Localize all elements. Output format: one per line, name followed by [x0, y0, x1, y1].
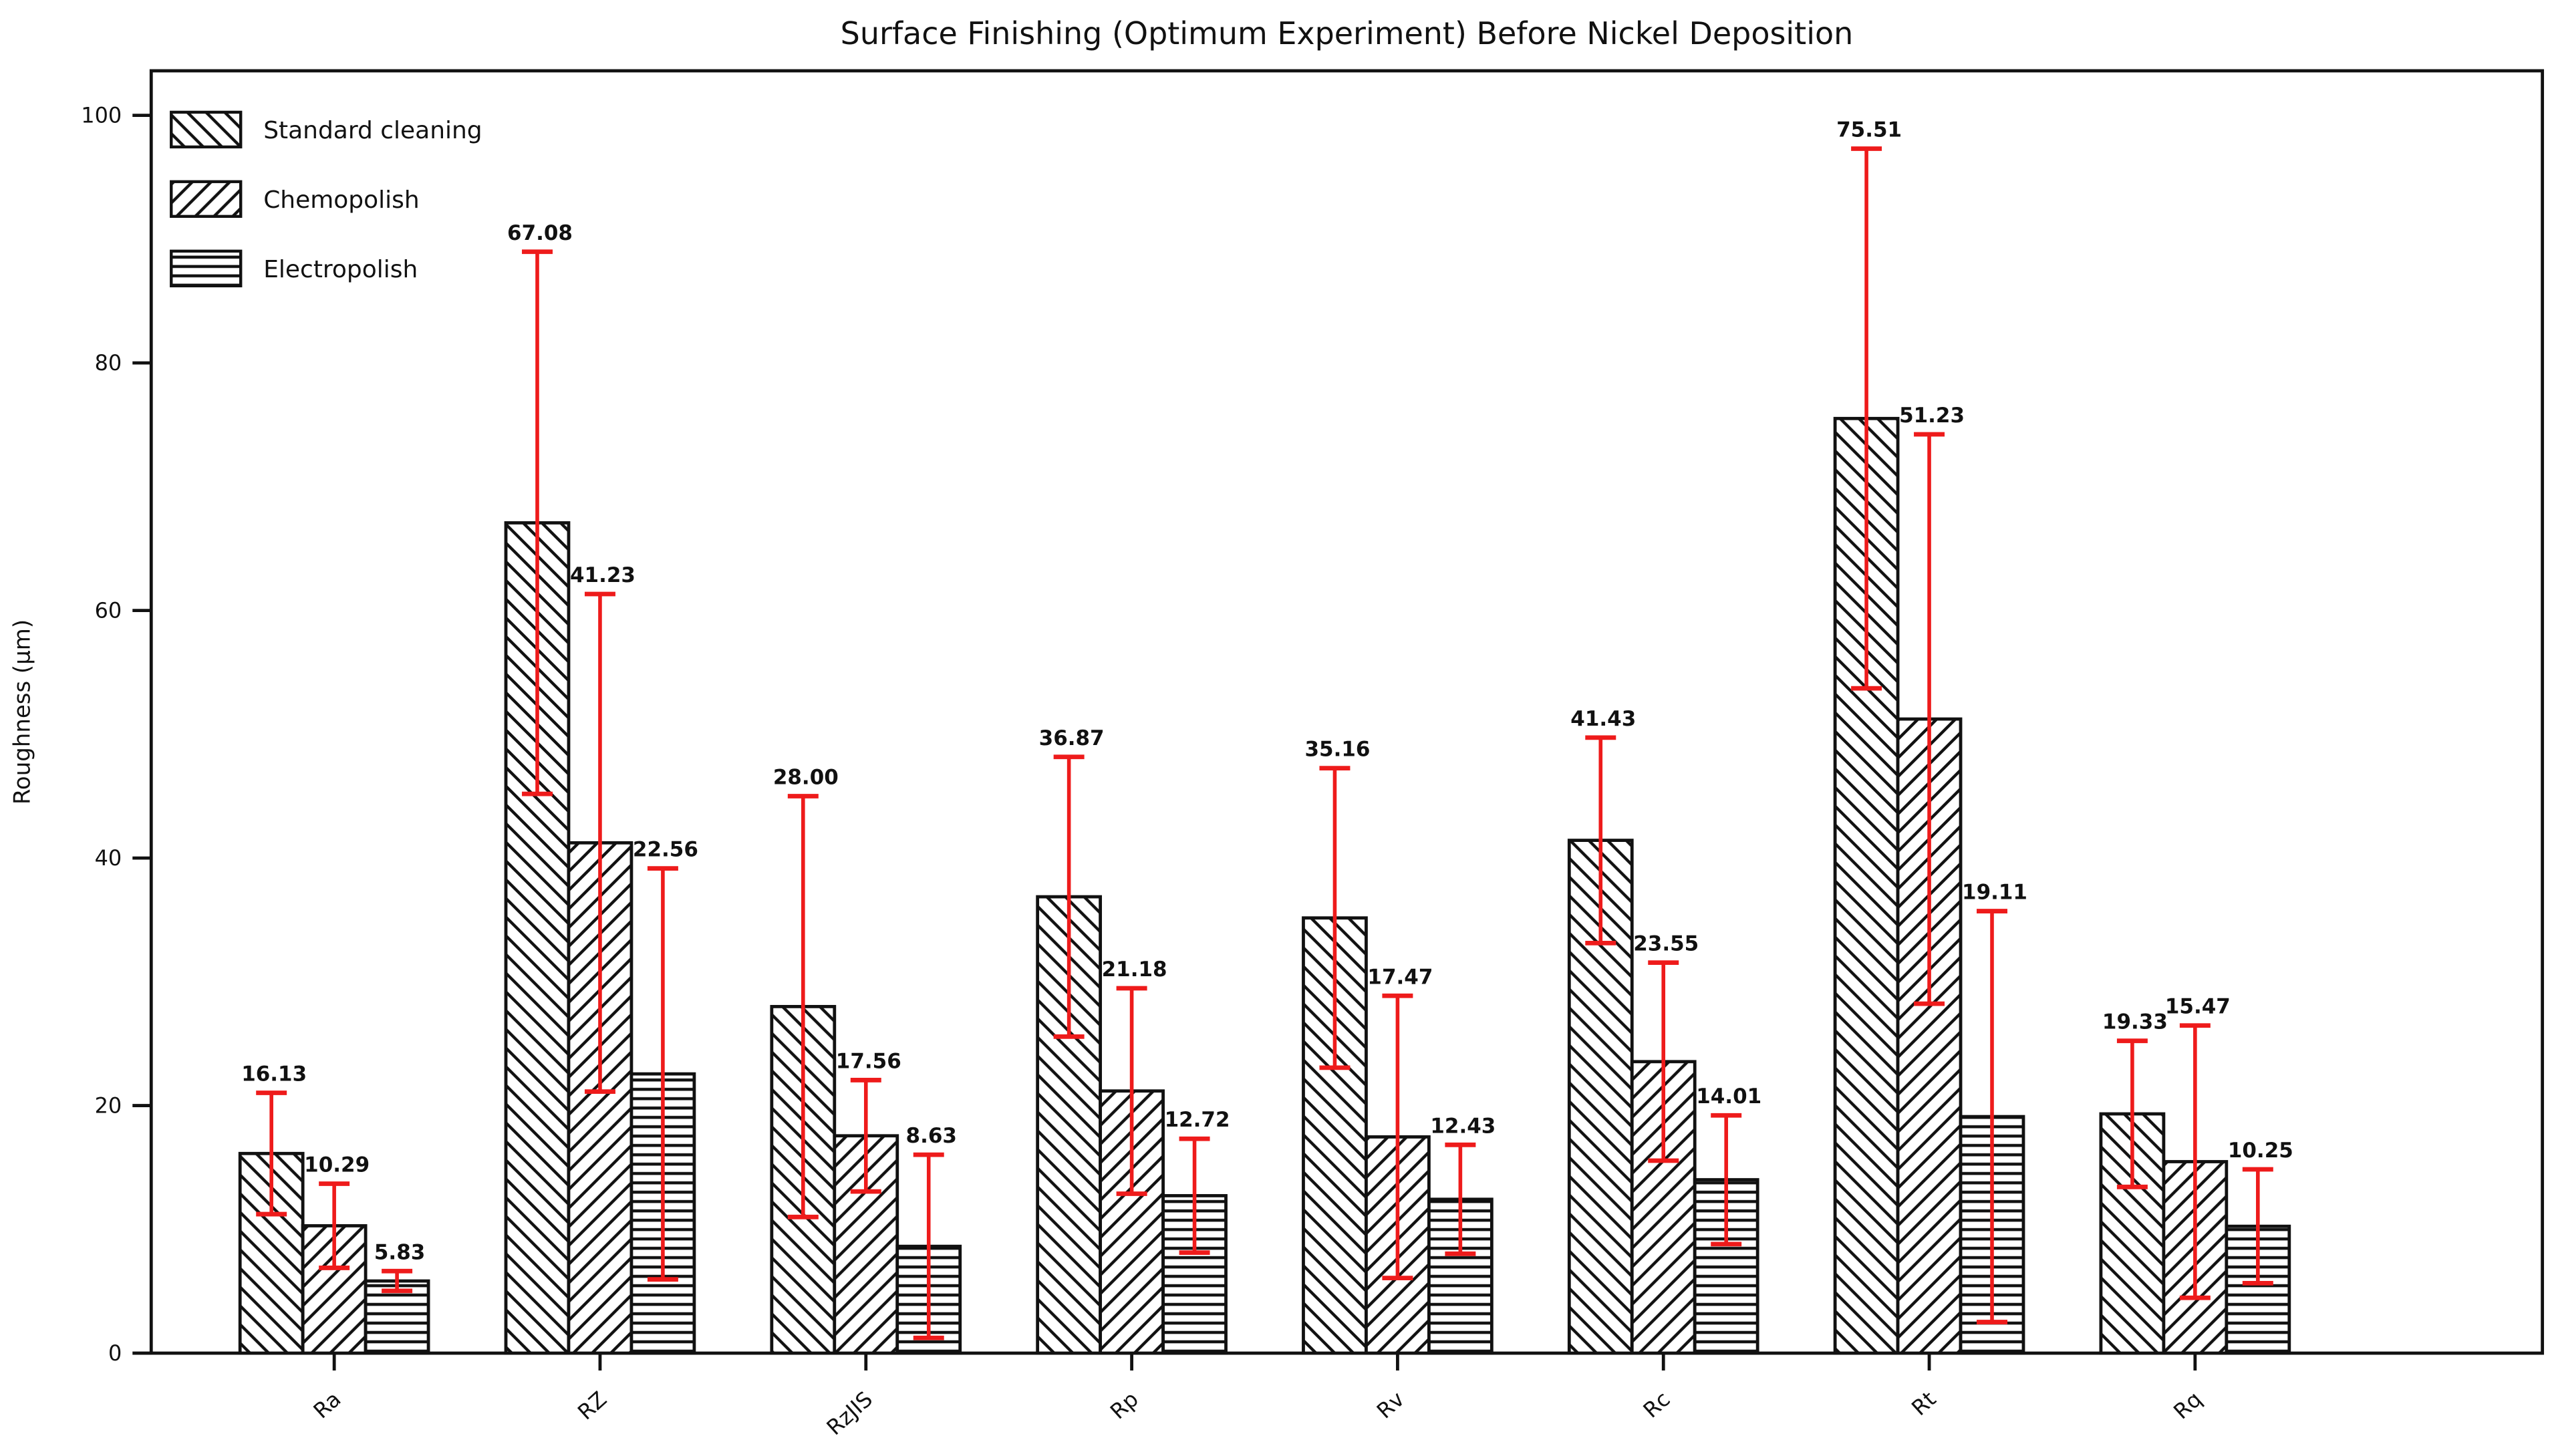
value-label: 19.11: [1962, 881, 2027, 905]
value-label: 16.13: [241, 1062, 307, 1086]
legend-label: Standard cleaning: [263, 117, 482, 144]
value-label: 19.33: [2102, 1010, 2168, 1034]
x-tick-label: Ra: [309, 1387, 346, 1424]
value-label: 10.25: [2228, 1139, 2293, 1163]
value-label: 8.63: [906, 1124, 957, 1148]
plot-area: 0 20 40 60 80 100 Ra RZ RzJIS Rp Rv Rc Rt Rq 16.13 67.0…: [81, 69, 2545, 1441]
x-tick-label: Rp: [1105, 1387, 1143, 1425]
legend-label: Chemopolish: [263, 186, 419, 214]
legend-label: Electropolish: [263, 256, 418, 283]
value-label: 12.72: [1165, 1108, 1230, 1132]
value-label: 41.43: [1570, 707, 1636, 731]
value-label: 22.56: [633, 838, 698, 862]
x-tick-label: RzJIS: [822, 1387, 878, 1441]
value-label: 15.47: [2165, 995, 2231, 1019]
value-label: 35.16: [1304, 738, 1370, 762]
legend-swatch-backslash: [170, 110, 243, 149]
y-tick-label: 0: [108, 1340, 122, 1366]
chart-title: Surface Finishing (Optimum Experiment) B…: [841, 15, 1854, 51]
x-tick-label: Rc: [1639, 1387, 1675, 1423]
x-tick-label: Rv: [1372, 1387, 1409, 1424]
value-label: 21.18: [1102, 958, 1167, 982]
y-tick-label: 80: [95, 350, 122, 376]
legend-swatch-slash: [170, 180, 243, 219]
x-tick-label: Rt: [1906, 1387, 1941, 1421]
value-label: 14.01: [1696, 1084, 1761, 1109]
value-label: 17.47: [1367, 965, 1433, 989]
value-label: 36.87: [1039, 726, 1105, 750]
x-tick-label: Rq: [2168, 1387, 2207, 1425]
value-label: 10.29: [304, 1153, 370, 1177]
y-axis-label: Roughness (μm): [9, 619, 35, 805]
legend-swatch-horizontal: [170, 249, 243, 288]
value-label: 41.23: [570, 563, 635, 587]
y-tick-label: 40: [95, 845, 122, 871]
value-label: 23.55: [1633, 932, 1699, 956]
x-tick-label: RZ: [573, 1387, 611, 1425]
value-label: 28.00: [773, 765, 839, 789]
value-label: 17.56: [836, 1049, 901, 1073]
value-label: 67.08: [507, 221, 573, 245]
y-tick-label: 60: [95, 598, 122, 623]
value-label: 5.83: [374, 1240, 425, 1264]
y-tick-label: 100: [81, 103, 122, 128]
y-tick-label: 20: [95, 1093, 122, 1119]
value-label: 75.51: [1836, 118, 1902, 142]
value-label: 12.43: [1430, 1114, 1496, 1138]
value-label: 51.23: [1899, 404, 1965, 428]
